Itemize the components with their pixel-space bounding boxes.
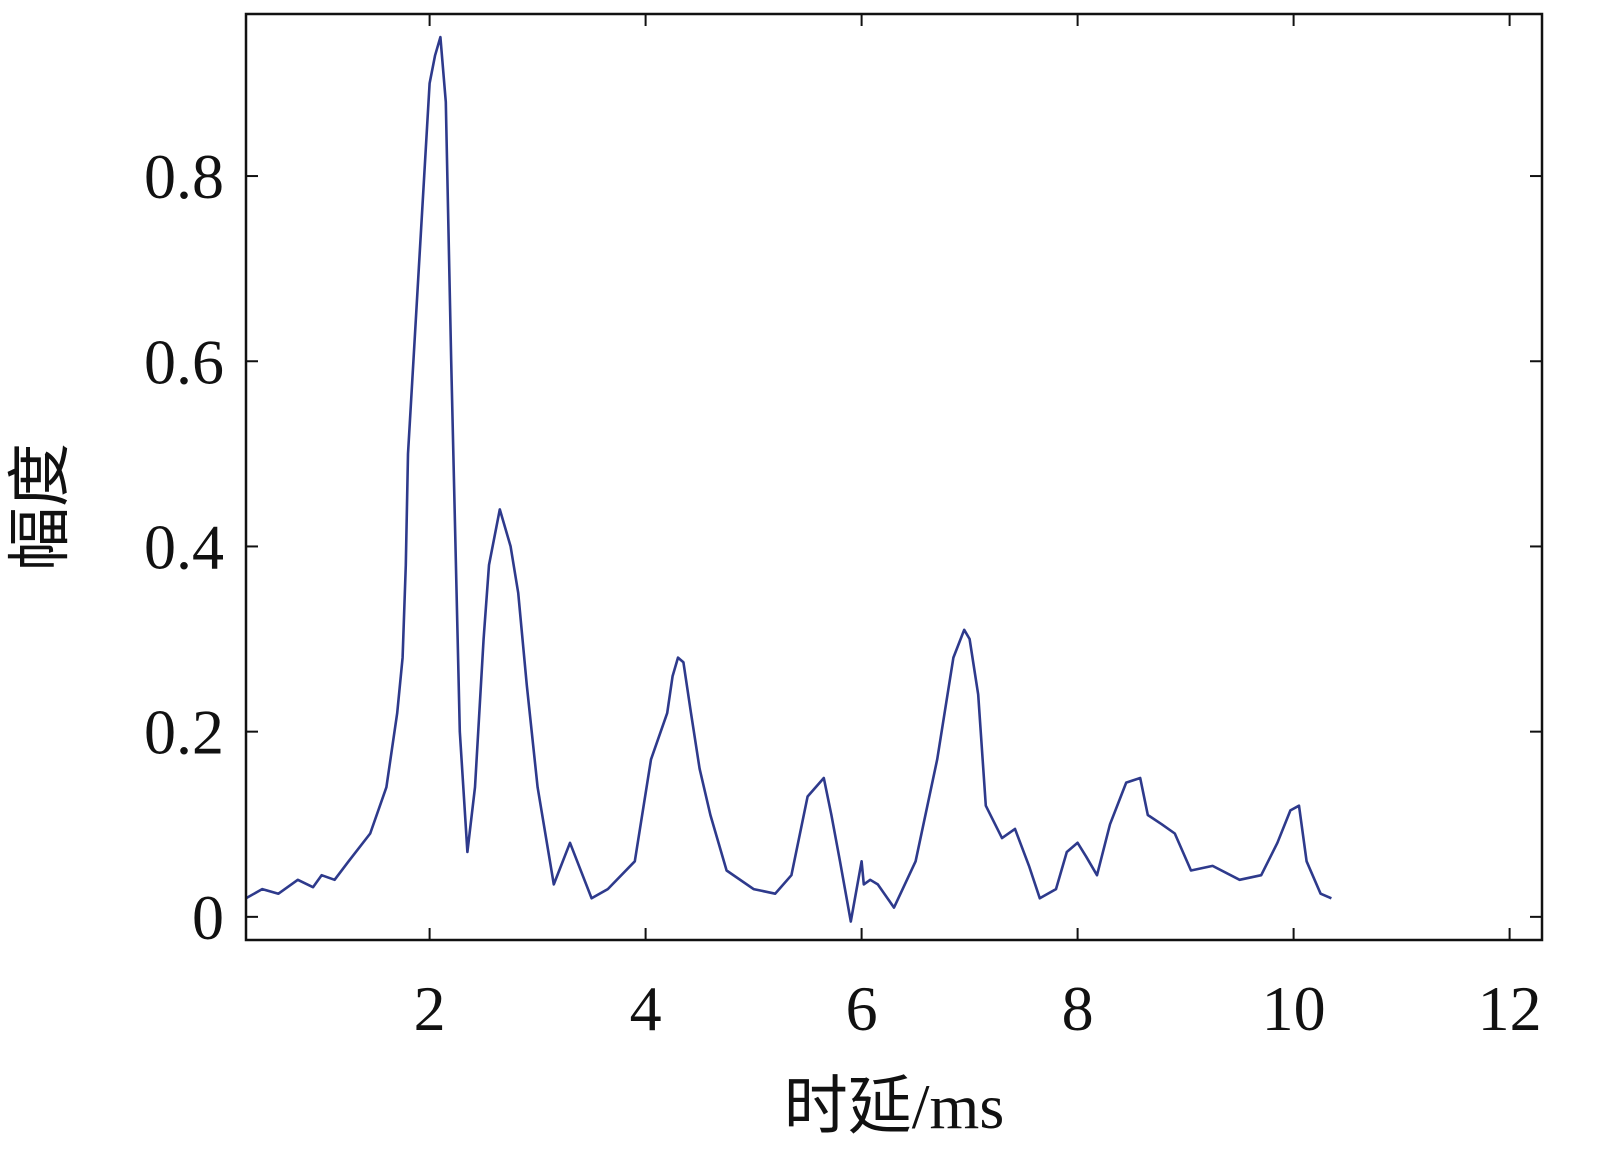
x-axis-label: 时延/ms (784, 1071, 1004, 1142)
x-tick-label: 12 (1478, 973, 1542, 1044)
series-line-group (245, 35, 1332, 923)
y-tick-label: 0 (192, 882, 224, 953)
y-tick-label: 0.8 (144, 141, 224, 212)
x-tick-label: 8 (1062, 973, 1094, 1044)
series-line (245, 35, 1332, 923)
x-tick-label: 10 (1262, 973, 1326, 1044)
x-tick-label: 4 (630, 973, 662, 1044)
x-tick-label: 2 (414, 973, 446, 1044)
y-tick-labels: 0 0.2 0.4 0.6 0.8 (144, 141, 224, 953)
y-tick-label: 0.6 (144, 326, 224, 397)
axis-ticks (246, 14, 1542, 940)
y-tick-label: 0.4 (144, 511, 224, 582)
x-tick-label: 6 (846, 973, 878, 1044)
plot-frame (244, 12, 1544, 942)
y-tick-label: 0.2 (144, 697, 224, 768)
y-axis-label: 幅度 (5, 443, 76, 571)
x-tick-labels: 2 4 6 8 10 12 (414, 973, 1542, 1044)
